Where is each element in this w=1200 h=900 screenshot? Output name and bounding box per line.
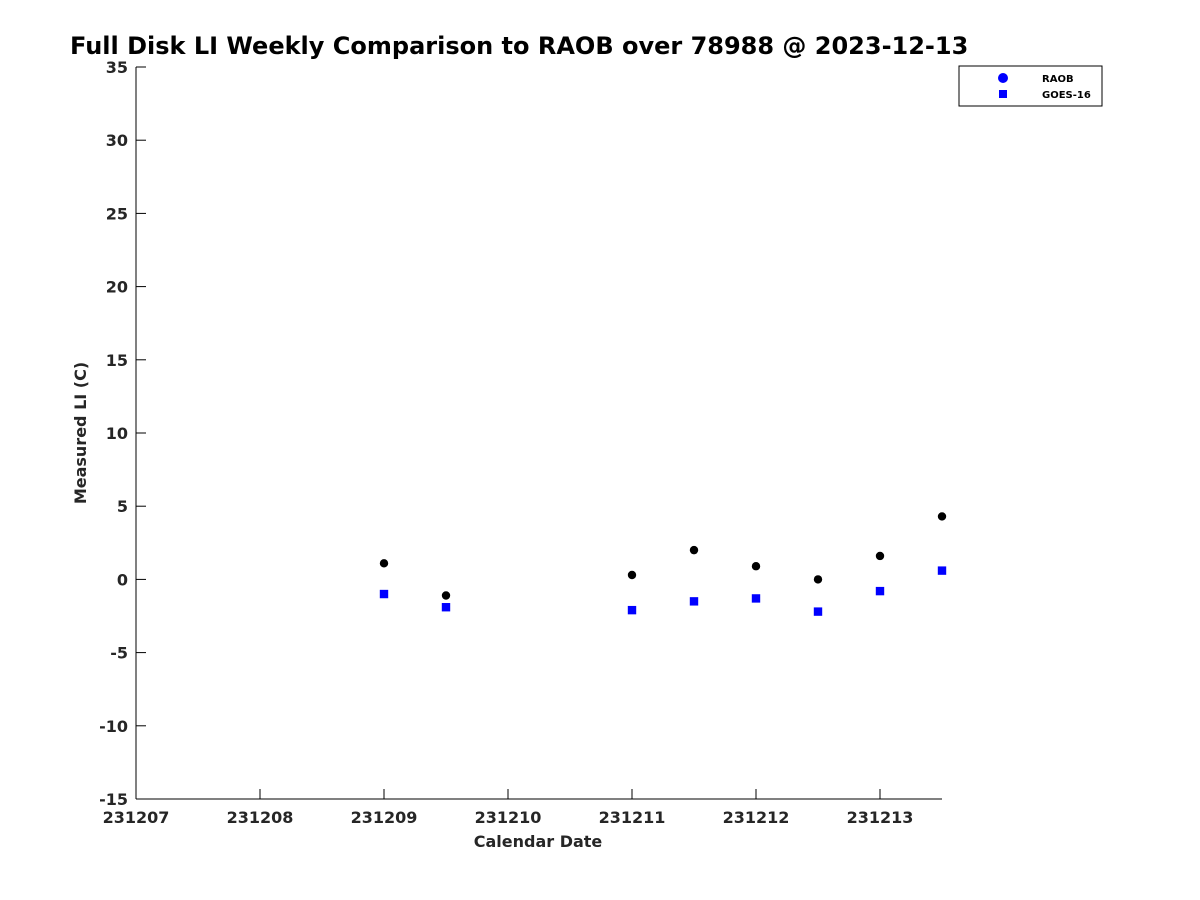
y-tick-label: 35 [106, 58, 128, 77]
data-point [379, 559, 389, 568]
y-tick-label: 30 [106, 131, 128, 150]
y-tick-label: -15 [99, 790, 128, 809]
x-tick-label: 231209 [351, 808, 418, 827]
legend-marker [999, 90, 1007, 98]
data-point [689, 545, 699, 555]
x-tick-label: 231213 [847, 808, 914, 827]
chart-title: Full Disk LI Weekly Comparison to RAOB o… [70, 32, 968, 60]
series-goes-16 [379, 566, 947, 616]
y-axis-label: Measured LI (C) [71, 362, 90, 504]
x-tick-label: 231210 [475, 808, 542, 827]
data-point [441, 603, 451, 612]
data-point [813, 575, 823, 584]
y-tick-label: -10 [99, 717, 128, 736]
data-point [751, 562, 761, 571]
x-tick-label: 231208 [227, 808, 294, 827]
legend-marker [998, 73, 1008, 83]
data-point [875, 551, 885, 561]
y-tick-label: 0 [117, 570, 128, 589]
y-tick-label: 15 [106, 351, 128, 370]
data-point [937, 512, 947, 521]
legend-entry: RAOB [1042, 74, 1074, 85]
y-tick-label: 20 [106, 278, 128, 297]
y-tick-label: 5 [117, 497, 128, 516]
y-tick-label: 10 [106, 424, 128, 443]
x-tick-label: 231212 [723, 808, 790, 827]
x-axis-label: Calendar Date [474, 832, 603, 851]
series-raob [379, 512, 947, 600]
data-point [813, 607, 823, 616]
y-tick-label: -5 [110, 644, 128, 663]
data-point [689, 597, 699, 606]
data-point [627, 605, 637, 615]
x-tick-label: 231211 [599, 808, 666, 827]
data-point [379, 589, 389, 599]
legend: RAOB GOES-16 [958, 65, 1103, 107]
data-point [441, 591, 451, 600]
data-point [751, 594, 761, 603]
y-tick-label: 25 [106, 204, 128, 223]
data-point [875, 586, 885, 596]
data-point [627, 570, 637, 580]
legend-box [958, 65, 1103, 107]
legend-entry: GOES-16 [1042, 90, 1091, 101]
x-tick-label: 231207 [103, 808, 170, 827]
data-point [937, 566, 947, 575]
